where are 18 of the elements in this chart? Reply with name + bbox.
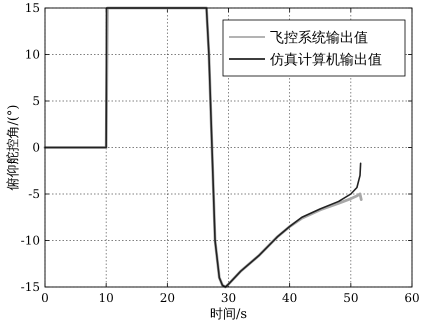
y-tick-label: -15	[20, 280, 40, 294]
legend-label: 仿真计算机输出值	[269, 52, 382, 68]
x-axis-title: 时间/s	[210, 307, 248, 322]
x-tick-label: 50	[343, 291, 358, 305]
x-tick-label: 0	[41, 291, 49, 305]
y-tick-label: 10	[24, 48, 40, 62]
y-tick-label: -5	[28, 187, 40, 201]
y-tick-label: -10	[20, 234, 40, 248]
y-tick-label: 5	[32, 94, 40, 108]
x-tick-label: 30	[220, 291, 236, 305]
y-tick-label: 15	[24, 1, 40, 15]
x-tick-label: 10	[98, 291, 114, 305]
x-tick-label: 40	[282, 291, 298, 305]
x-tick-label: 20	[160, 291, 175, 305]
x-tick-label: 60	[404, 291, 420, 305]
y-tick-label: 0	[32, 140, 40, 154]
legend-label: 飞控系统输出值	[270, 30, 368, 46]
y-axis-title: 俯仰舵控角/(°)	[6, 104, 21, 191]
